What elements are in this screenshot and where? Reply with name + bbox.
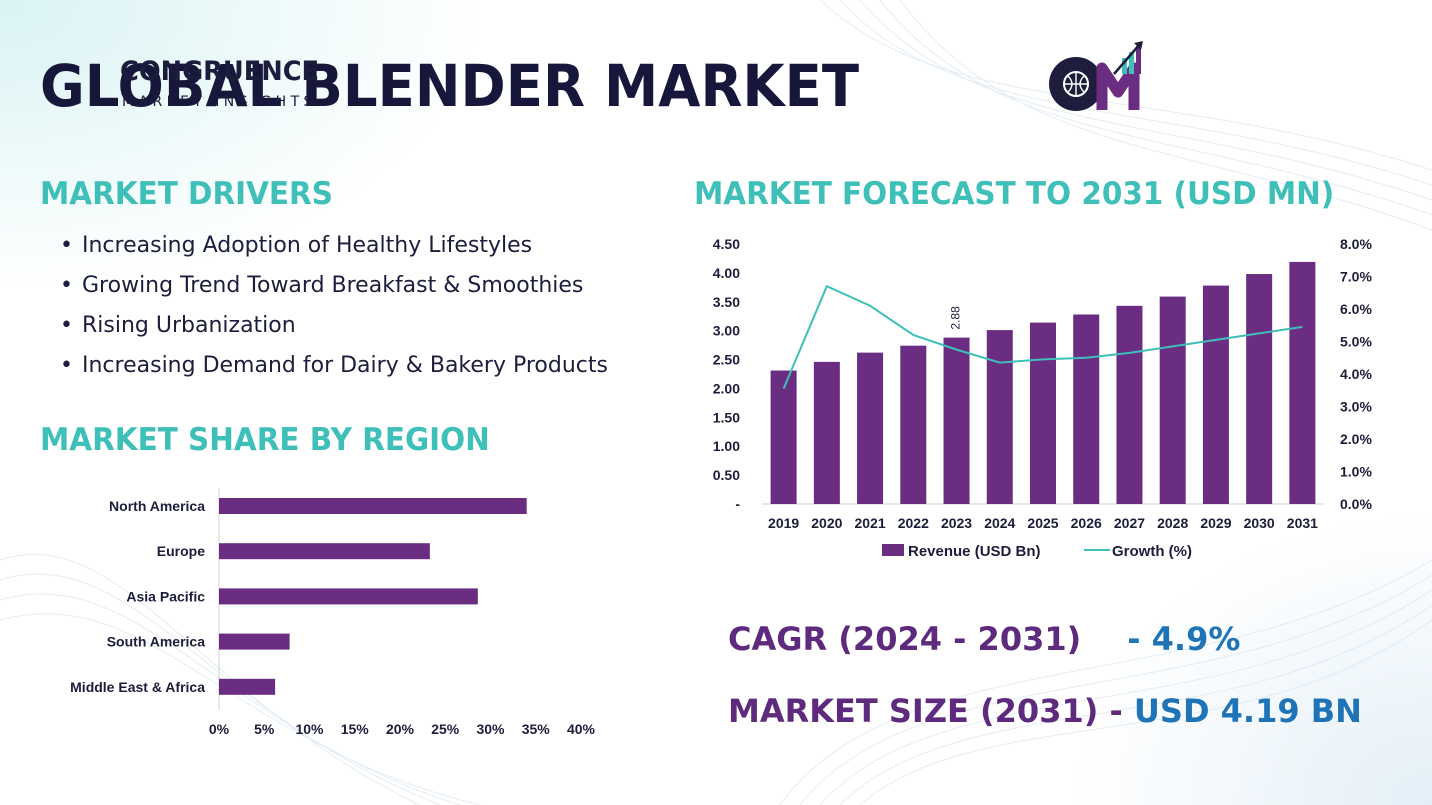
forecast-right-tick-label: 8.0% xyxy=(1340,236,1372,252)
forecast-right-tick-label: 6.0% xyxy=(1340,301,1372,317)
forecast-x-tick-label: 2020 xyxy=(811,515,842,531)
market-size-stat: MARKET SIZE (2031) - USD 4.19 BN xyxy=(728,692,1362,730)
region-category-label: North America xyxy=(109,498,205,514)
bullet-icon: • xyxy=(60,353,73,378)
forecast-x-tick-label: 2028 xyxy=(1157,515,1188,531)
drivers-list: • Increasing Adoption of Healthy Lifestyl… xyxy=(60,230,608,390)
forecast-left-tick-label: 1.00 xyxy=(713,438,740,454)
forecast-right-tick-label: 2.0% xyxy=(1340,431,1372,447)
forecast-growth-line xyxy=(782,284,1303,390)
forecast-revenue-bar xyxy=(770,370,797,504)
region-x-tick-label: 40% xyxy=(567,721,596,737)
forecast-revenue-bar xyxy=(857,352,884,504)
forecast-revenue-bar xyxy=(1073,314,1100,504)
region-share-chart: North America Europe Asia Pacific South Ame… xyxy=(70,488,596,737)
forecast-right-tick-label: 5.0% xyxy=(1340,334,1372,350)
forecast-revenue-bar xyxy=(1246,274,1273,504)
forecast-x-tick-label: 2019 xyxy=(768,515,799,531)
forecast-left-tick-label: 4.50 xyxy=(713,236,740,252)
region-x-tick-label: 20% xyxy=(386,721,415,737)
bullet-icon: • xyxy=(60,273,73,298)
region-x-tick-label: 35% xyxy=(522,721,551,737)
size-label: MARKET SIZE (2031) xyxy=(728,692,1099,730)
forecast-revenue-bar xyxy=(813,361,840,504)
forecast-left-tick-label: 4.00 xyxy=(713,265,740,281)
forecast-left-tick-label: - xyxy=(735,496,740,512)
forecast-right-tick-label: 0.0% xyxy=(1340,496,1372,512)
driver-text: Increasing Adoption of Healthy Lifestyle… xyxy=(82,233,533,258)
bullet-icon: • xyxy=(60,233,73,258)
region-x-tick-label: 15% xyxy=(341,721,370,737)
region-bar xyxy=(219,498,527,514)
bullet-icon: • xyxy=(60,313,73,338)
driver-text: Rising Urbanization xyxy=(82,313,296,338)
forecast-x-tick-label: 2024 xyxy=(984,515,1015,531)
forecast-x-tick-label: 2026 xyxy=(1071,515,1102,531)
forecast-revenue-bar xyxy=(986,330,1013,504)
size-value: USD 4.19 BN xyxy=(1133,692,1362,730)
drivers-heading: MARKET DRIVERS xyxy=(40,176,333,212)
forecast-right-tick-label: 7.0% xyxy=(1340,269,1372,285)
forecast-x-tick-label: 2022 xyxy=(898,515,929,531)
forecast-left-tick-label: 3.00 xyxy=(713,323,740,339)
driver-text: Increasing Demand for Dairy & Bakery Pro… xyxy=(82,353,608,378)
size-separator: - xyxy=(1098,692,1134,730)
forecast-revenue-bar xyxy=(900,345,927,504)
region-x-tick-label: 0% xyxy=(209,721,230,737)
driver-item: • Growing Trend Toward Breakfast & Smooth… xyxy=(60,270,608,310)
forecast-revenue-bar xyxy=(1116,305,1143,504)
forecast-revenue-bar xyxy=(1289,261,1316,504)
forecast-revenue-bar xyxy=(1159,296,1186,504)
region-heading: MARKET SHARE BY REGION xyxy=(40,422,490,458)
forecast-x-tick-label: 2031 xyxy=(1287,515,1318,531)
page-title: GLOBAL BLENDER MARKET xyxy=(40,52,860,120)
legend-growth-label: Growth (%) xyxy=(1112,543,1192,560)
region-x-tick-label: 5% xyxy=(254,721,275,737)
legend-revenue-swatch xyxy=(882,544,904,556)
region-bar xyxy=(219,543,430,560)
region-bar xyxy=(219,633,290,650)
forecast-right-tick-label: 4.0% xyxy=(1340,366,1372,382)
region-x-tick-label: 25% xyxy=(431,721,460,737)
forecast-heading: MARKET FORECAST TO 2031 (USD MN) xyxy=(694,176,1335,212)
forecast-right-tick-label: 1.0% xyxy=(1340,464,1372,480)
legend-revenue-label: Revenue (USD Bn) xyxy=(908,543,1041,560)
forecast-x-tick-label: 2027 xyxy=(1114,515,1145,531)
region-x-tick-label: 30% xyxy=(476,721,505,737)
logo-name: CONGRUENCE xyxy=(120,56,320,87)
cagr-stat: CAGR (2024 - 2031) - 4.9% xyxy=(728,620,1240,658)
forecast-right-tick-label: 3.0% xyxy=(1340,399,1372,415)
forecast-left-tick-label: 3.50 xyxy=(713,294,740,310)
forecast-left-tick-label: 2.50 xyxy=(713,352,740,368)
logo-mark xyxy=(1049,41,1143,111)
forecast-left-tick-label: 2.00 xyxy=(713,380,740,396)
forecast-revenue-bar xyxy=(1202,285,1229,504)
cagr-label: CAGR (2024 - 2031) xyxy=(728,620,1082,658)
forecast-x-tick-label: 2029 xyxy=(1200,515,1231,531)
forecast-x-tick-label: 2021 xyxy=(854,515,885,531)
region-category-label: Asia Pacific xyxy=(126,588,205,604)
region-bar xyxy=(219,588,478,605)
driver-item: • Rising Urbanization xyxy=(60,310,608,350)
region-x-tick-label: 10% xyxy=(295,721,324,737)
driver-item: • Increasing Adoption of Healthy Lifestyl… xyxy=(60,230,608,270)
driver-text: Growing Trend Toward Breakfast & Smoothi… xyxy=(82,273,584,298)
region-bar xyxy=(219,678,276,695)
cagr-value: - 4.9% xyxy=(1127,620,1241,658)
forecast-x-tick-label: 2025 xyxy=(1027,515,1058,531)
forecast-left-tick-label: 0.50 xyxy=(713,467,740,483)
forecast-x-tick-label: 2023 xyxy=(941,515,972,531)
region-category-label: Europe xyxy=(157,543,205,559)
region-category-label: Middle East & Africa xyxy=(70,679,205,695)
forecast-x-tick-label: 2030 xyxy=(1244,515,1275,531)
forecast-revenue-bar xyxy=(1030,322,1056,504)
region-category-label: South America xyxy=(107,634,205,650)
forecast-chart: - 0.50 1.00 1.50 2.00 2.50 3.00 3.50 4.00 4.50 0.0… xyxy=(713,236,1373,560)
forecast-left-tick-label: 1.50 xyxy=(713,409,740,425)
logo-subtitle: MARKET INSIGHTS xyxy=(122,94,317,110)
forecast-data-label: 2.88 xyxy=(949,306,963,330)
driver-item: • Increasing Demand for Dairy & Bakery Pr… xyxy=(60,350,608,390)
forecast-revenue-bar xyxy=(943,337,970,504)
